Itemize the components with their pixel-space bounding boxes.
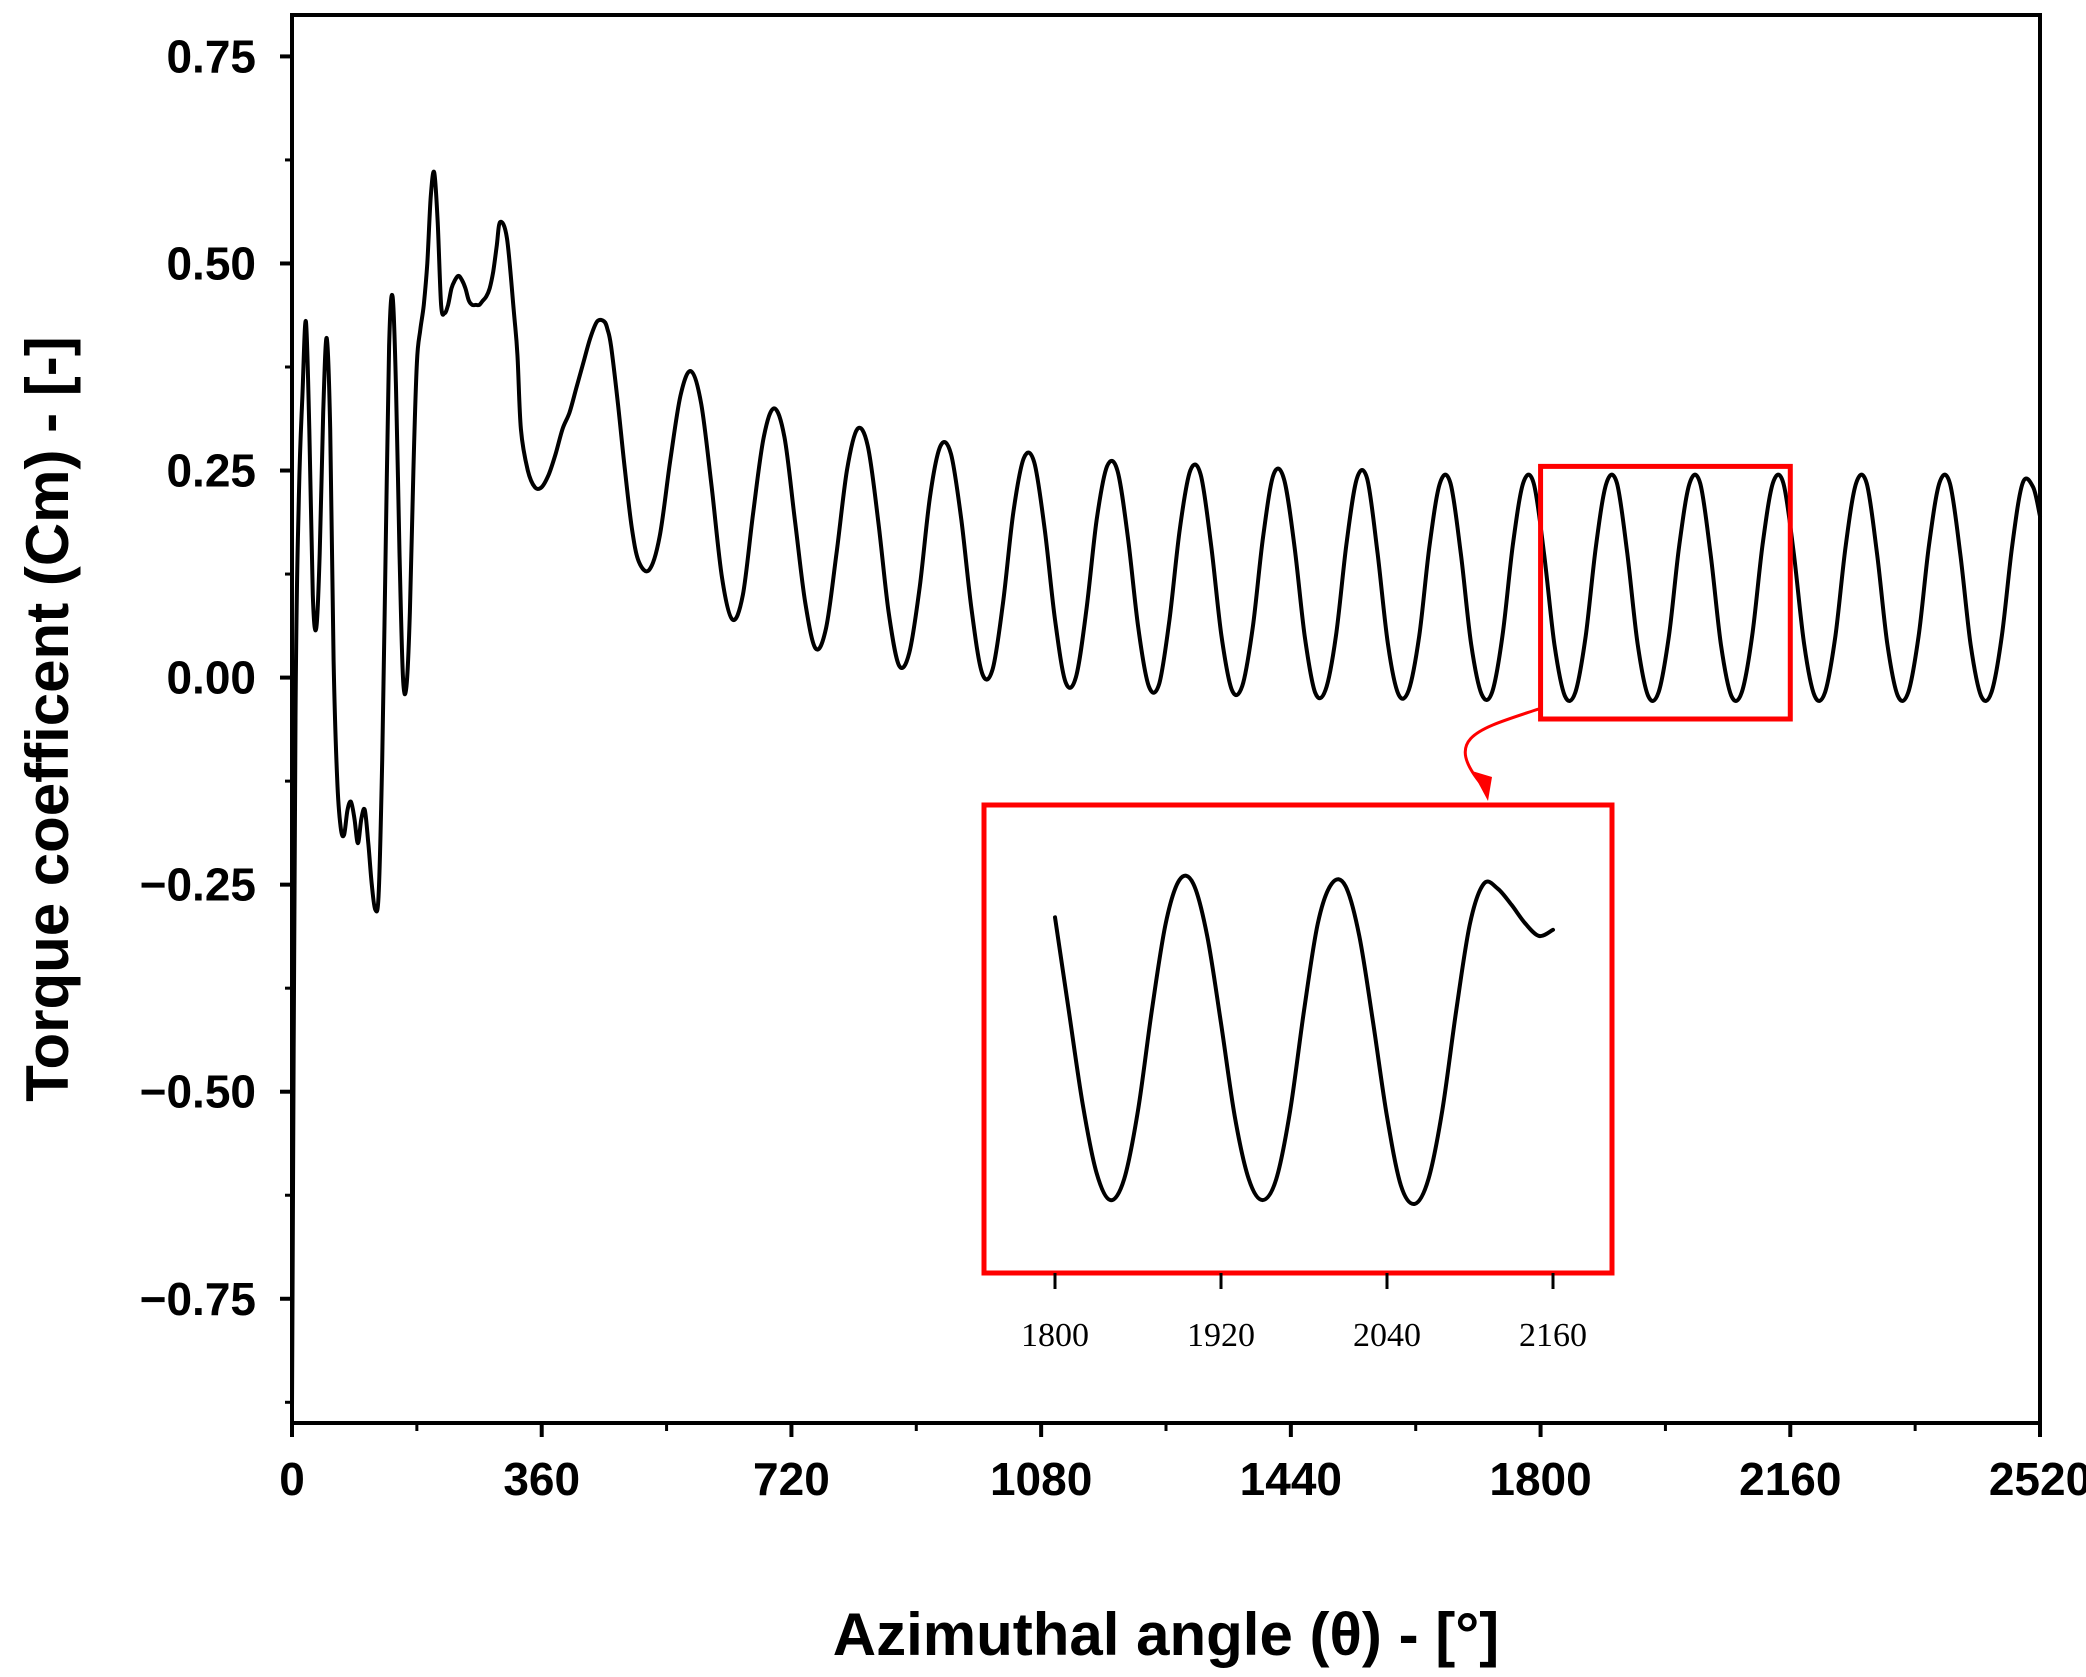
inset-frame xyxy=(981,802,1615,1276)
x-tick-label: 0 xyxy=(279,1453,305,1505)
y-axis-title: Torque coefficent (Cm) - [-] xyxy=(14,336,81,1102)
zoom-callout-arrowhead xyxy=(1472,771,1492,801)
x-tick-label: 2160 xyxy=(1739,1453,1841,1505)
y-tick-label: 0.25 xyxy=(166,445,256,497)
x-tick-label: 1080 xyxy=(990,1453,1092,1505)
x-axis-title: Azimuthal angle (θ) - [°] xyxy=(833,1601,1499,1668)
inset-x-tick-label: 2040 xyxy=(1353,1317,1421,1354)
y-tick-label: −0.75 xyxy=(140,1273,256,1325)
x-tick-label: 360 xyxy=(503,1453,580,1505)
y-tick-label: 0.75 xyxy=(166,30,256,82)
x-tick-label: 1800 xyxy=(1489,1453,1591,1505)
x-axis: 0 360 720 1080 1440 1800 2160 2520 xyxy=(279,1423,2086,1505)
x-tick-label: 1440 xyxy=(1240,1453,1342,1505)
inset-x-tick-label: 1800 xyxy=(1021,1317,1089,1354)
inset-x-tick-label: 2160 xyxy=(1519,1317,1587,1354)
zoom-callout-arrow xyxy=(1463,707,1540,786)
y-axis: 0.75 0.50 0.25 0.00 −0.25 −0.50 −0.75 xyxy=(140,30,292,1404)
y-tick-label: −0.50 xyxy=(140,1066,256,1118)
y-tick-label: 0.50 xyxy=(166,237,256,289)
inset-x-tick-label: 1920 xyxy=(1187,1317,1255,1354)
highlight-region-box xyxy=(1538,463,1793,722)
series-line-cm xyxy=(290,169,2042,1409)
inset-x-axis: 1800 1920 2040 2160 xyxy=(1021,1273,1587,1354)
x-tick-label: 2520 xyxy=(1989,1453,2086,1505)
y-tick-label: 0.00 xyxy=(166,652,256,704)
x-tick-label: 720 xyxy=(753,1453,830,1505)
y-tick-label: −0.25 xyxy=(140,859,256,911)
inset-series-line xyxy=(1053,873,1555,1206)
